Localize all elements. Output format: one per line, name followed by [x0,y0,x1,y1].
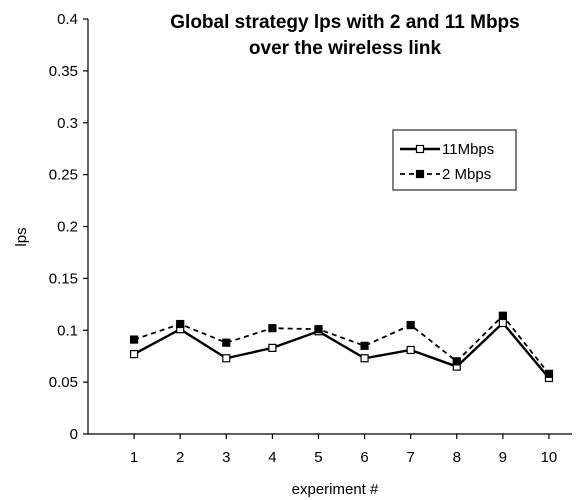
y-axis-label: lps [13,227,30,246]
y-tick-label: 0.3 [57,115,78,132]
y-tick-label: 0.4 [57,11,78,28]
x-tick-label: 7 [406,449,414,466]
data-point [360,341,369,350]
chart-title-line-1: Global strategy lps with 2 and 11 Mbps [170,12,519,33]
x-tick-label: 10 [541,449,558,466]
data-point [129,350,139,359]
legend-label: 2 Mbps [442,166,491,183]
data-point [406,345,415,355]
data-point [544,369,554,378]
x-tick-label: 8 [453,449,461,466]
data-point [129,335,139,344]
y-tick-label: 0.25 [49,167,78,184]
x-axis-ticks: 1 2 3 4 5 6 7 8 9 10 [130,434,557,466]
x-tick-label: 3 [222,449,230,466]
y-tick-label: 0 [70,426,78,443]
data-point [222,354,231,363]
data-point [406,320,415,330]
legend-marker [415,144,425,154]
x-axis-label: experiment # [292,481,379,498]
data-point [360,354,369,363]
y-tick-label: 0.35 [49,63,78,80]
data-point [268,343,277,352]
legend-marker [415,169,425,179]
data-point [222,338,231,347]
y-axis-ticks: 0 0.05 0.1 0.15 0.2 0.25 0.3 0.35 0.4 [49,11,88,443]
legend: 11Mbps 2 Mbps [392,129,517,191]
x-tick-label: 1 [130,449,138,466]
x-tick-label: 9 [499,449,507,466]
y-tick-label: 0.1 [57,322,78,339]
y-tick-label: 0.2 [57,219,78,236]
data-point [498,318,507,328]
series-line [133,321,550,379]
data-point [268,324,277,333]
x-tick-label: 5 [314,449,322,466]
x-tick-label: 2 [176,449,184,466]
data-point [176,319,185,329]
legend-box [392,129,517,191]
chart-title-line-2: over the wireless link [249,38,442,59]
data-point [314,325,323,334]
legend-label: 11Mbps [442,141,494,158]
data-point [452,357,461,366]
data-point [498,311,507,320]
series-layer [129,311,554,383]
y-tick-label: 0.15 [49,270,78,287]
series-line [133,314,550,375]
x-tick-label: 4 [268,449,276,466]
x-tick-label: 6 [360,449,368,466]
y-tick-label: 0.05 [49,374,78,391]
series-2mbps [129,311,554,378]
